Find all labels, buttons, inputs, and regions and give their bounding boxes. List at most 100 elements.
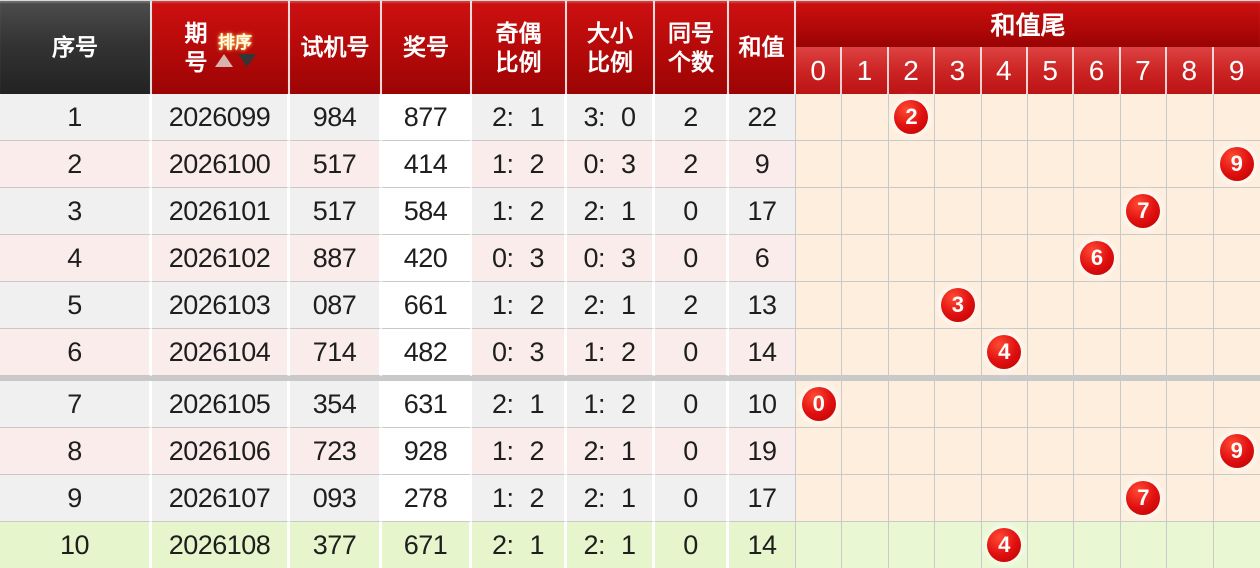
cell-odd-even-ratio: 1: 2 <box>472 282 567 329</box>
cell-odd-even-ratio: 0: 3 <box>472 235 567 282</box>
cell-period-number: 2026106 <box>152 428 290 475</box>
cell-period-number: 2026107 <box>152 475 290 522</box>
tail-cell-7: 7 <box>1120 475 1168 522</box>
cell-serial-number: 6 <box>0 329 152 376</box>
tail-cell-1 <box>842 522 889 568</box>
cell-prize-number: 278 <box>382 475 472 522</box>
header-same-number-count: 同号 个数 <box>655 1 729 94</box>
cell-same-number-count: 0 <box>655 428 729 475</box>
cell-serial-number: 4 <box>0 235 152 282</box>
cell-big-small-ratio: 2: 1 <box>567 188 655 235</box>
tail-cell-7 <box>1120 282 1168 329</box>
tail-cell-9 <box>1213 381 1260 428</box>
cell-same-number-count: 0 <box>655 188 729 235</box>
cell-big-small-ratio: 0: 3 <box>567 141 655 188</box>
cell-sum-value: 13 <box>729 282 796 329</box>
tail-ball: 6 <box>1080 241 1115 275</box>
cell-period-number: 2026104 <box>152 329 290 376</box>
header-period-label: 期 号 <box>184 19 208 75</box>
tail-cell-5 <box>1027 428 1075 475</box>
tail-ball: 7 <box>1126 194 1161 228</box>
cell-test-number: 087 <box>290 282 382 329</box>
cell-sum-value: 17 <box>729 188 796 235</box>
tail-cell-1 <box>842 381 889 428</box>
cell-serial-number: 8 <box>0 428 152 475</box>
cell-same-number-count: 0 <box>655 235 729 282</box>
cell-period-number: 2026108 <box>152 522 290 568</box>
cell-test-number: 354 <box>290 381 382 428</box>
table-row: 1 2026099 984 877 2: 1 3: 0 2 22 2 <box>0 94 1260 141</box>
tail-cell-0 <box>796 475 843 522</box>
tail-cell-4 <box>981 94 1028 141</box>
tail-cell-8 <box>1167 188 1214 235</box>
cell-prize-number: 420 <box>382 235 472 282</box>
tail-cell-1 <box>842 141 889 188</box>
cell-odd-even-ratio: 1: 2 <box>472 428 567 475</box>
sort-arrows <box>214 54 256 67</box>
tail-cell-8 <box>1167 94 1214 141</box>
header-sum-value: 和值 <box>729 1 796 94</box>
tail-cell-5 <box>1027 329 1075 376</box>
cell-serial-number: 1 <box>0 94 152 141</box>
cell-test-number: 714 <box>290 329 382 376</box>
tail-cell-9: 9 <box>1213 141 1260 188</box>
tail-cell-9: 9 <box>1213 428 1260 475</box>
tail-cell-3 <box>935 329 982 376</box>
cell-period-number: 2026100 <box>152 141 290 188</box>
tail-ball: 4 <box>987 528 1022 562</box>
tail-cell-0 <box>796 282 843 329</box>
cell-period-number: 2026103 <box>152 282 290 329</box>
cell-serial-number: 9 <box>0 475 152 522</box>
tail-cell-1 <box>842 329 889 376</box>
tail-cell-0 <box>796 141 843 188</box>
tail-cell-4 <box>981 381 1028 428</box>
tail-cell-8 <box>1167 522 1214 568</box>
cell-prize-number: 661 <box>382 282 472 329</box>
tail-cell-7 <box>1120 235 1168 282</box>
cell-period-number: 2026099 <box>152 94 290 141</box>
tail-cell-3 <box>935 428 982 475</box>
cell-same-number-count: 0 <box>655 475 729 522</box>
cell-sum-value: 10 <box>729 381 796 428</box>
tail-cell-6 <box>1074 188 1121 235</box>
tail-cell-7 <box>1120 94 1168 141</box>
header-sum-tail-group: 和值尾 0 1 2 3 4 5 6 7 8 9 <box>796 1 1260 94</box>
cell-big-small-ratio: 3: 0 <box>567 94 655 141</box>
cell-big-small-ratio: 2: 1 <box>567 475 655 522</box>
tail-cell-9 <box>1213 94 1260 141</box>
tail-cell-6 <box>1074 141 1121 188</box>
cell-same-number-count: 0 <box>655 329 729 376</box>
tail-cell-6 <box>1074 94 1121 141</box>
tail-ball: 9 <box>1219 147 1254 181</box>
tail-cell-4 <box>981 141 1028 188</box>
cell-prize-number: 877 <box>382 94 472 141</box>
tail-digit-header-1: 1 <box>842 47 889 94</box>
cell-same-number-count: 0 <box>655 381 729 428</box>
cell-odd-even-ratio: 2: 1 <box>472 94 567 141</box>
tail-ball: 7 <box>1126 481 1161 515</box>
tail-cell-5 <box>1027 235 1075 282</box>
tail-digit-header-7: 7 <box>1120 47 1168 94</box>
sort-descending-icon[interactable] <box>237 54 256 67</box>
cell-period-number: 2026105 <box>152 381 290 428</box>
sort-widget[interactable]: 排序 <box>214 34 256 67</box>
sort-ascending-icon[interactable] <box>214 54 233 67</box>
tail-cell-3 <box>935 94 982 141</box>
cell-serial-number: 7 <box>0 381 152 428</box>
tail-digit-header-3: 3 <box>935 47 982 94</box>
tail-cell-2 <box>888 235 936 282</box>
cell-period-number: 2026102 <box>152 235 290 282</box>
tail-cell-0 <box>796 329 843 376</box>
cell-test-number: 377 <box>290 522 382 568</box>
tail-digit-header-2: 2 <box>888 47 936 94</box>
table-body: 1 2026099 984 877 2: 1 3: 0 2 22 2 2 2026100 517 414… <box>0 94 1260 568</box>
cell-serial-number: 2 <box>0 141 152 188</box>
tail-digit-header-9: 9 <box>1213 47 1260 94</box>
tail-cell-7 <box>1120 428 1168 475</box>
tail-cell-7 <box>1120 522 1168 568</box>
header-serial-label: 序号 <box>52 34 98 61</box>
tail-digit-header-8: 8 <box>1167 47 1214 94</box>
cell-sum-value: 22 <box>729 94 796 141</box>
cell-sum-value: 14 <box>729 522 796 568</box>
